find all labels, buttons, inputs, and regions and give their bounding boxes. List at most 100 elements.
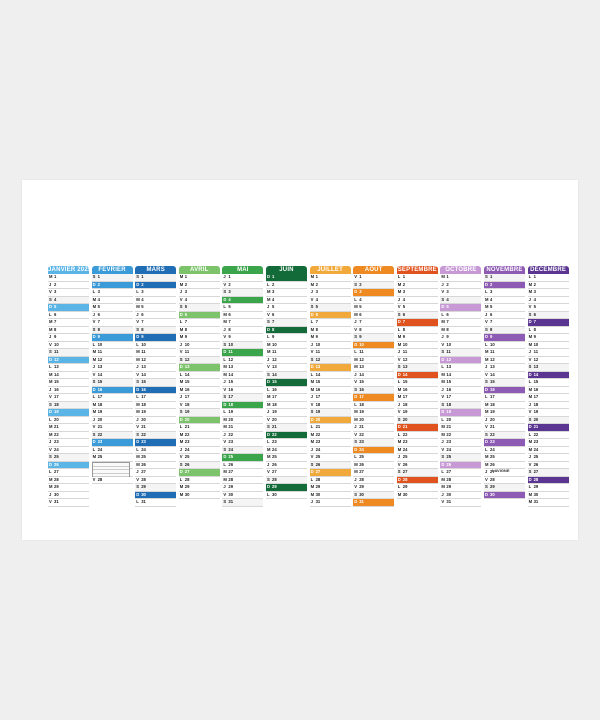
day-number: 29 bbox=[315, 484, 321, 489]
day-number: 26 bbox=[490, 461, 495, 467]
weekday-letter: J bbox=[179, 289, 183, 294]
weekday-letter: M bbox=[528, 446, 533, 452]
day-number: 11 bbox=[184, 349, 190, 354]
weekday-letter: J bbox=[49, 386, 52, 392]
day-number: 10 bbox=[184, 341, 190, 347]
day-number: 10 bbox=[446, 341, 452, 347]
day-number: 23 bbox=[184, 439, 190, 444]
day-row: J 13 bbox=[484, 364, 525, 372]
weekday-letter: S bbox=[223, 341, 227, 347]
weekday-letter: M bbox=[179, 379, 184, 384]
weekday-letter: S bbox=[485, 326, 488, 332]
weekday-letter: D bbox=[223, 401, 227, 407]
weekday-letter: M bbox=[354, 461, 358, 467]
day-number: 1 bbox=[490, 274, 493, 279]
month-header: NOVEMBRE bbox=[484, 266, 525, 274]
day-number: 4 bbox=[402, 296, 406, 302]
weekday-letter: M bbox=[310, 379, 315, 384]
day-row: M 22 bbox=[48, 432, 89, 439]
weekday-letter: L bbox=[485, 446, 488, 452]
day-row: V 28 bbox=[135, 477, 177, 484]
day-row: V 27 bbox=[266, 469, 307, 477]
day-row: D 11 bbox=[222, 349, 264, 357]
day-number: 19 bbox=[533, 409, 539, 414]
weekday-letter: L bbox=[528, 379, 532, 384]
weekday-letter: S bbox=[485, 484, 488, 489]
day-row: L 14 bbox=[178, 372, 220, 379]
day-number: 9 bbox=[446, 334, 449, 339]
weekday-letter: S bbox=[136, 484, 139, 489]
weekday-letter: D bbox=[485, 439, 489, 444]
day-row: S 22 bbox=[484, 431, 525, 439]
day-number: 28 bbox=[359, 476, 364, 482]
day-row: V 23 bbox=[222, 439, 264, 447]
day-number: 18 bbox=[228, 401, 234, 407]
day-row: L 13 bbox=[440, 364, 482, 372]
day-number: 18 bbox=[97, 401, 103, 407]
weekday-letter: J bbox=[179, 341, 183, 347]
day-row: V 16 bbox=[222, 387, 264, 394]
day-number: 2 bbox=[446, 281, 449, 287]
day-number: 2 bbox=[533, 281, 536, 287]
day-number: 3 bbox=[184, 289, 188, 294]
weekday-letter: L bbox=[397, 379, 401, 384]
day-number: 24 bbox=[446, 446, 452, 452]
weekday-letter: L bbox=[441, 469, 444, 474]
day-row: L 10 bbox=[91, 342, 133, 349]
weekday-letter: S bbox=[267, 424, 270, 429]
weekday-letter: V bbox=[49, 446, 52, 452]
day-row: V 17 bbox=[48, 394, 89, 402]
day-row: M 19 bbox=[353, 409, 395, 417]
day-number: 3 bbox=[272, 289, 275, 294]
day-number: 31 bbox=[315, 499, 321, 504]
day-row: D 16 bbox=[135, 386, 177, 394]
day-number: 14 bbox=[97, 371, 103, 377]
weekday-letter: V bbox=[179, 349, 183, 354]
weekday-letter: J bbox=[49, 334, 52, 339]
weekday-letter: D bbox=[267, 484, 271, 489]
weekday-letter: D bbox=[223, 296, 227, 302]
weekday-letter: S bbox=[223, 446, 227, 452]
day-row: M 29 bbox=[48, 484, 89, 492]
day-row: M 21 bbox=[440, 424, 482, 432]
day-number: 3 bbox=[315, 289, 318, 294]
day-number: 17 bbox=[359, 394, 364, 399]
day-number: 26 bbox=[141, 461, 146, 467]
month-days: S 1 D 2 L 3 M 4 M 5 J 6 V 7 S 8 D 9 L 10 M 11 M 12 J 13 V 14 S 15 D 16 L… bbox=[135, 274, 177, 507]
day-number: 1 bbox=[97, 274, 100, 279]
day-row: V 25 bbox=[178, 454, 220, 462]
day-row: L 25 bbox=[353, 454, 395, 462]
weekday-letter: S bbox=[267, 476, 270, 482]
day-row: L 19 bbox=[222, 409, 264, 417]
day-number: 7 bbox=[446, 319, 449, 324]
day-row: L 13 bbox=[48, 364, 89, 372]
weekday-letter: S bbox=[354, 439, 357, 444]
day-row: M 13 bbox=[222, 364, 264, 372]
day-number: 5 bbox=[359, 304, 362, 309]
day-row: S 18 bbox=[48, 401, 89, 409]
day-number: 30 bbox=[141, 491, 146, 497]
day-row: V 14 bbox=[135, 372, 177, 379]
day-row: M 12 bbox=[135, 357, 177, 364]
day-number: 15 bbox=[272, 379, 277, 384]
weekday-letter: J bbox=[310, 289, 313, 294]
weekday-letter: V bbox=[223, 491, 227, 497]
day-number: 29 bbox=[54, 484, 59, 489]
weekday-letter: S bbox=[441, 349, 445, 354]
day-number: 16 bbox=[315, 386, 321, 392]
day-number: 27 bbox=[402, 469, 408, 474]
day-number: 14 bbox=[359, 371, 364, 377]
day-number: 4 bbox=[97, 296, 100, 302]
day-number: 12 bbox=[228, 356, 234, 362]
day-number: 8 bbox=[184, 326, 188, 332]
